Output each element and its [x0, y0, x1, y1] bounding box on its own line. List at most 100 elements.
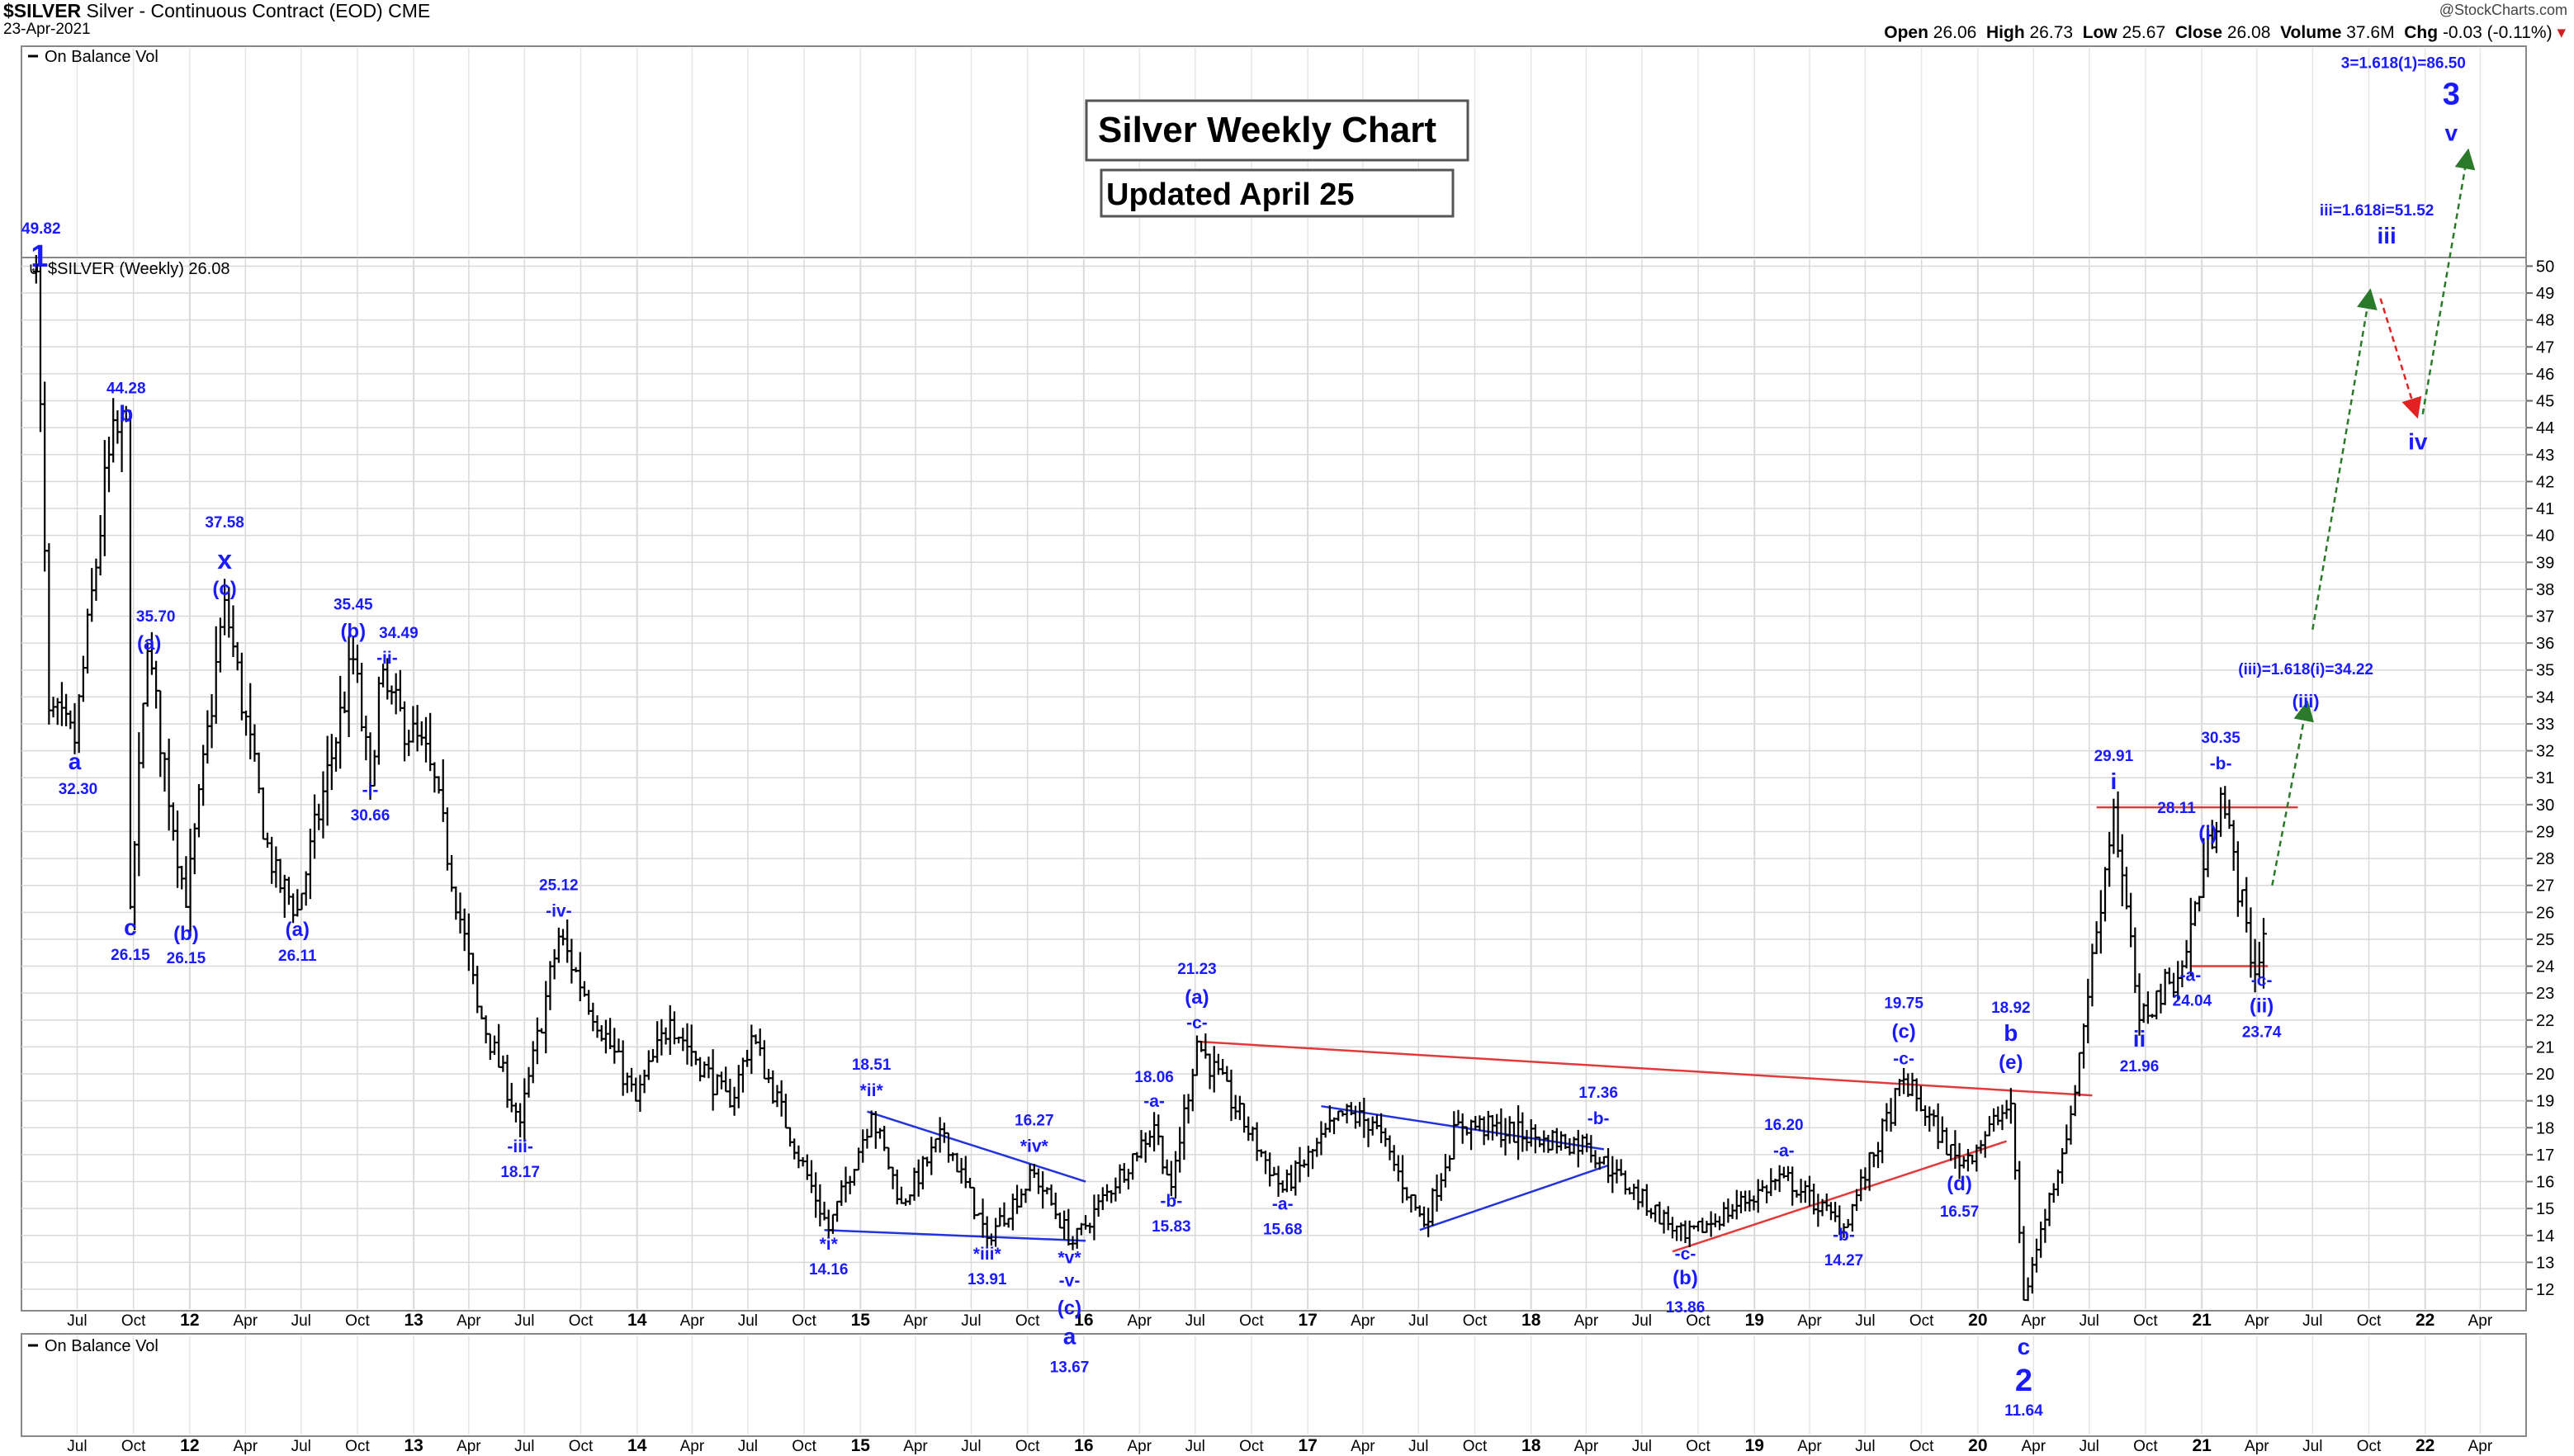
ohlc-change: Chg -0.03 (-0.11%) ▾	[2404, 23, 2566, 42]
xtick-bottom-36: Jul	[2080, 1438, 2099, 1455]
wave-label: 26.15	[167, 950, 206, 967]
ytick-label-17: 17	[2536, 1146, 2554, 1165]
wave-label: (c)	[1891, 1021, 1915, 1043]
xtick-39: Apr	[2245, 1312, 2269, 1330]
xtick-22: 17	[1298, 1311, 1317, 1330]
projection-arrows	[2271, 148, 2476, 886]
symbol-label: $SILVER	[3, 0, 82, 21]
xtick-40: Jul	[2302, 1312, 2322, 1330]
ytick-label-36: 36	[2536, 635, 2554, 653]
wave-label: -c-	[1675, 1245, 1696, 1264]
price-bar	[2259, 918, 2267, 989]
ytick-label-42: 42	[2536, 473, 2554, 491]
xtick-42: 22	[2415, 1311, 2434, 1330]
xtick-43: Apr	[2468, 1312, 2493, 1330]
xtick-19: Apr	[1128, 1312, 1152, 1330]
wave-label: -b-	[1160, 1192, 1182, 1211]
xtick-bottom-19: Apr	[1128, 1438, 1152, 1455]
wave-label: 25.12	[539, 877, 579, 895]
wave-label: 17.36	[1578, 1085, 1618, 1102]
xtick-0: Jul	[67, 1312, 87, 1330]
wave-label: 23.74	[2242, 1023, 2282, 1041]
time-axis-bottom: Jul Oct 12 Apr Jul Oct 13 Apr Jul Oct 14 Apr Jul Oct 1…	[67, 1436, 2493, 1455]
xtick-bottom-4: Jul	[291, 1438, 311, 1455]
wave-label: (d)	[1947, 1173, 1972, 1195]
wave-label: *v*	[1058, 1249, 1081, 1268]
wave-label: (i)	[2198, 822, 2217, 844]
ohlc-volume: Volume 37.6M	[2280, 23, 2395, 42]
xtick-bottom-31: Apr	[1797, 1438, 1822, 1455]
xtick-bottom-35: Apr	[2021, 1438, 2046, 1455]
wave-label: a	[69, 749, 82, 774]
wave-label: 29.91	[2094, 748, 2134, 765]
ohlc-close: Close 26.08	[2174, 23, 2271, 42]
wave-label: (iii)	[2292, 691, 2320, 711]
ytick-label-43: 43	[2536, 447, 2554, 465]
xtick-21: Oct	[1239, 1312, 1264, 1330]
instrument-name: Silver - Continuous Contract (EOD)	[86, 0, 383, 21]
wave-label: -b-	[1833, 1226, 1855, 1245]
wave-label: -ii-	[376, 649, 398, 668]
wave-label: -a-	[1773, 1142, 1795, 1161]
xtick-24: Jul	[1408, 1312, 1428, 1330]
chart-date: 23-Apr-2021	[3, 21, 91, 38]
xtick-3: Apr	[234, 1312, 258, 1330]
xtick-bottom-2: 12	[180, 1436, 199, 1455]
ytick-label-12: 12	[2536, 1281, 2554, 1299]
xtick-bottom-26: 18	[1521, 1436, 1541, 1455]
wave-label: *i*	[820, 1235, 839, 1254]
wave-label: iii=1.618i=51.52	[2320, 202, 2434, 220]
ytick-label-26: 26	[2536, 904, 2554, 922]
wave-label: (b)	[340, 621, 366, 643]
xtick-34: 20	[1968, 1311, 1987, 1330]
wave-label: 15.83	[1152, 1218, 1191, 1236]
xtick-bottom-1: Oct	[121, 1438, 146, 1455]
chart-title: Silver Weekly Chart	[1098, 110, 1436, 150]
xtick-4: Jul	[291, 1312, 311, 1330]
wave-label: 18.06	[1134, 1069, 1174, 1086]
xtick-bottom-17: Oct	[1015, 1438, 1040, 1455]
xtick-bottom-32: Jul	[1855, 1438, 1875, 1455]
xtick-31: Apr	[1797, 1312, 1822, 1330]
ytick-label-38: 38	[2536, 581, 2554, 599]
wave-label: 44.28	[106, 380, 146, 397]
xtick-bottom-37: Oct	[2133, 1438, 2158, 1455]
wave-label: -a-	[2180, 967, 2202, 986]
xtick-bottom-16: Jul	[961, 1438, 981, 1455]
xtick-bottom-20: Jul	[1185, 1438, 1205, 1455]
ytick-label-40: 40	[2536, 527, 2554, 546]
xtick-27: Apr	[1574, 1312, 1599, 1330]
ytick-label-35: 35	[2536, 662, 2554, 680]
time-axis: Jul Oct 12 Apr Jul Oct 13 Apr Jul Oct 14 Apr Jul Oct 1…	[67, 1311, 2493, 1330]
xtick-bottom-21: Oct	[1239, 1438, 1264, 1455]
ytick-label-32: 32	[2536, 743, 2554, 761]
wave-labels: 49.821 a 32.30 44.28 b c 26.15 35.70 (a) (b) 26.15…	[21, 54, 2466, 1420]
chart-symbol-line: $SILVER Silver - Continuous Contract (EO…	[3, 0, 430, 22]
wave-label: 35.70	[136, 608, 176, 626]
wave-label: c	[124, 915, 137, 940]
projection-arrow-3	[2421, 148, 2476, 415]
wave-label: *iii*	[973, 1245, 1002, 1264]
wave-label: -b-	[1587, 1109, 1610, 1128]
xtick-7: Apr	[457, 1312, 481, 1330]
xtick-2: 12	[180, 1311, 199, 1330]
ytick-label-16: 16	[2536, 1174, 2554, 1192]
xtick-bottom-43: Apr	[2468, 1438, 2493, 1455]
xtick-bottom-12: Jul	[738, 1438, 758, 1455]
ytick-label-14: 14	[2536, 1227, 2554, 1246]
xtick-18: 16	[1074, 1311, 1093, 1330]
wave-label: 24.04	[2173, 993, 2212, 1010]
wave-label: (b)	[173, 923, 199, 945]
wave-label: 14.16	[809, 1261, 849, 1279]
blue-channel-line-0	[824, 1228, 1086, 1242]
xtick-25: Oct	[1463, 1312, 1488, 1330]
wave-label: 15.68	[1263, 1221, 1303, 1238]
wave-label: 32.30	[59, 781, 98, 798]
xtick-bottom-29: Oct	[1686, 1438, 1710, 1455]
ytick-label-24: 24	[2536, 958, 2554, 976]
xtick-41: Oct	[2357, 1312, 2382, 1330]
ohlc-open: Open 26.06	[1884, 23, 1977, 42]
ytick-label-25: 25	[2536, 931, 2554, 949]
xtick-bottom-18: 16	[1074, 1436, 1093, 1455]
ytick-label-27: 27	[2536, 877, 2554, 896]
